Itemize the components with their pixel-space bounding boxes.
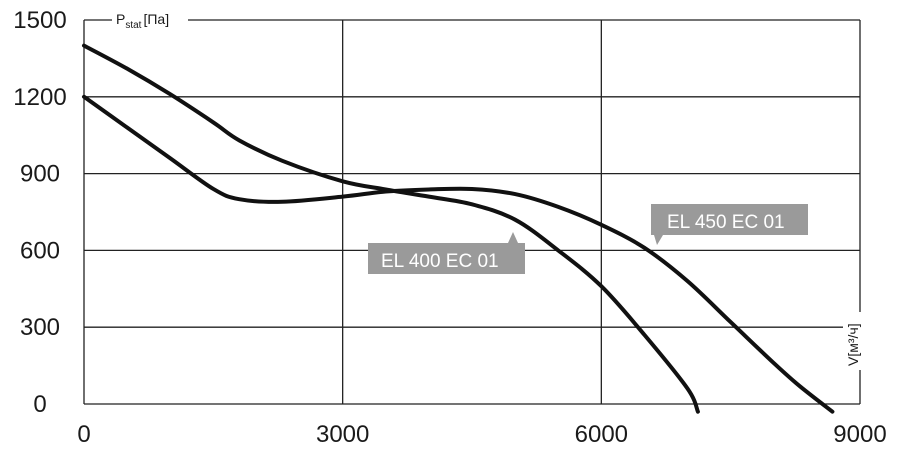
callout-el400-box — [368, 243, 525, 274]
x-axis-title-bg — [843, 312, 863, 370]
y-axis-title-bg — [112, 6, 188, 32]
x-axis-title: V[м³/ч] — [845, 323, 861, 366]
x-tick-label: 9000 — [833, 421, 886, 448]
x-tick-label: 3000 — [316, 421, 369, 448]
callout-el450: EL 450 EC 01 — [651, 204, 808, 245]
series-line-el400 — [82, 94, 835, 414]
callout-el450-pointer — [654, 235, 663, 245]
y-tick-label: 0 — [33, 391, 46, 418]
y-axis-title: Pstat [Па] — [116, 11, 169, 31]
y-tick-label: 1500 — [13, 7, 66, 34]
y-axis-title-unit: [Па] — [143, 11, 169, 27]
callout-el450-box — [651, 204, 808, 235]
x-tick-label: 6000 — [575, 421, 628, 448]
y-tick-label: 900 — [20, 161, 60, 188]
y-tick-label: 300 — [20, 314, 60, 341]
callout-el400-pointer — [508, 232, 518, 243]
y-tick-label: 1200 — [13, 84, 66, 111]
tick-labels: 0 300 600 900 1200 1500 0 3000 6000 9000 — [13, 7, 886, 448]
series-line-el450 — [82, 43, 700, 414]
x-tick-label: 0 — [77, 421, 90, 448]
y-tick-label: 600 — [20, 237, 60, 264]
curves — [82, 43, 835, 414]
y-axis-title-sub: stat — [125, 20, 141, 31]
y-axis-title-main: P — [116, 11, 125, 27]
callout-el400: EL 400 EC 01 — [368, 232, 525, 274]
callout-el450-label: EL 450 EC 01 — [667, 212, 785, 233]
callout-el400-label: EL 400 EC 01 — [381, 251, 499, 272]
